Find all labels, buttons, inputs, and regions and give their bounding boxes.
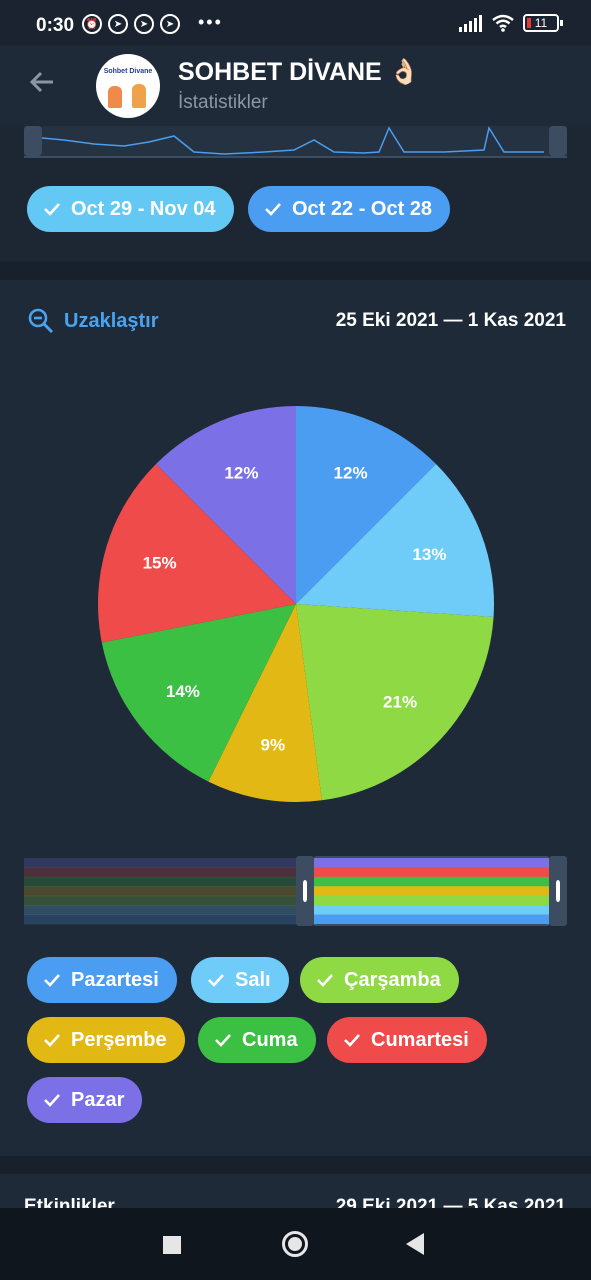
avatar-figure [108,86,122,108]
weekday-pie-chart[interactable]: 12% 13% 21% 9% 14% 15% 12% [96,404,496,804]
day-chip-label: Cumartesi [371,1028,469,1051]
telegram-icon: ➤ [160,14,180,34]
page-subtitle: İstatistikler [178,92,268,113]
status-right: 11 [459,14,563,32]
battery-icon: 11 [523,14,563,32]
day-chip-cumartesi[interactable]: Cumartesi [327,1017,487,1063]
avatar-figure [132,84,146,108]
avatar[interactable]: Sohbet Divane [96,54,160,118]
pie-slice-cumartesi[interactable] [97,463,296,643]
range-stripe-dimmed [24,886,304,897]
range-stripe [314,895,549,906]
range-stripe-dimmed [24,914,304,925]
pie-slice-percent-label: 15% [143,554,177,573]
week-chip-label: Oct 22 - Oct 28 [292,197,433,220]
pie-slice-percent-label: 9% [260,736,285,755]
day-chip-pazartesi[interactable]: Pazartesi [27,957,177,1003]
pie-slice-pazartesi[interactable] [296,406,437,604]
checkmark-icon [44,203,60,216]
pie-slice-percent-label: 13% [412,545,446,564]
pie-slice-percent-label: 21% [383,692,417,711]
checkmark-icon [344,1034,360,1047]
avatar-logo-text: Sohbet Divane [103,68,153,75]
day-chip-label: Pazartesi [71,968,159,991]
day-chip-cuma[interactable]: Cuma [198,1017,316,1063]
section-divider [0,262,591,280]
alarm-icon: ⏰ [82,14,102,34]
pie-slice-percent-label: 12% [224,463,258,482]
day-chip-label: Cuma [242,1028,298,1051]
day-chip-pazar[interactable]: Pazar [27,1077,143,1123]
system-nav-bar [0,1208,591,1280]
day-chip-label: Çarşamba [344,968,441,991]
day-chip-perşembe[interactable]: Perşembe [27,1017,185,1063]
day-chip-salı[interactable]: Salı [191,957,289,1003]
range-stripe-dimmed [24,858,304,868]
zoom-out-button[interactable]: Uzaklaştır [28,308,159,334]
week-chip[interactable]: Oct 29 - Nov 04 [27,186,234,232]
pie-slice-salı[interactable] [296,463,494,617]
page-title: SOHBET DİVANE 👌🏻 [178,58,420,86]
pie-slice-çarşamba[interactable] [296,604,494,801]
checkmark-icon [215,1034,231,1047]
status-bar: 0:30 ⏰ ➤ ➤ ➤ ••• 11 [0,0,591,46]
battery-level: 11 [534,16,548,30]
day-chip-label: Pazar [71,1088,125,1111]
day-chip-çarşamba[interactable]: Çarşamba [300,957,459,1003]
checkmark-icon [208,974,224,987]
checkmark-icon [44,974,60,987]
telegram-icon: ➤ [134,14,154,34]
checkmark-icon [44,1034,60,1047]
week-chip-label: Oct 29 - Nov 04 [71,197,216,220]
range-grip [303,880,307,902]
home-button[interactable] [282,1231,308,1257]
range-stripe-dimmed [24,905,304,916]
range-stripe [314,858,549,868]
range-stripe-dimmed [24,876,304,887]
pie-slice-pazar[interactable] [155,406,296,604]
range-stripe [314,905,549,916]
status-notification-icons: ⏰ ➤ ➤ ➤ [82,14,180,34]
pie-slice-percent-label: 14% [166,682,200,701]
range-frame-bottom [314,924,549,926]
checkmark-icon [265,203,281,216]
day-chip-label: Salı [235,968,271,991]
range-stripe-dimmed [24,867,304,878]
pie-slice-percent-label: 12% [334,463,368,482]
back-arrow-icon[interactable] [28,68,56,104]
signal-icon [459,15,482,32]
range-grip [556,880,560,902]
section-divider [0,1156,591,1174]
range-stripe [314,867,549,878]
recent-apps-button[interactable] [163,1236,181,1254]
pie-date-range: 25 Eki 2021 — 1 Kas 2021 [335,310,566,331]
previous-chart-preview[interactable] [24,126,567,158]
range-stripe [314,886,549,897]
checkmark-icon [317,974,333,987]
checkmark-icon [44,1094,60,1107]
wifi-icon [492,14,514,32]
pie-slice-perşembe[interactable] [208,604,322,802]
range-stripe [314,876,549,887]
range-frame-top [314,856,549,858]
next-card [0,1174,591,1214]
range-stripe [314,914,549,925]
pie-slice-cuma[interactable] [101,604,297,782]
range-selector[interactable] [24,856,567,926]
telegram-icon: ➤ [108,14,128,34]
zoom-out-icon [28,308,54,334]
back-button[interactable] [406,1233,424,1255]
more-notifications-icon: ••• [198,12,223,32]
chat-header: Sohbet Divane SOHBET DİVANE 👌🏻 İstatisti… [0,46,591,126]
zoom-out-label: Uzaklaştır [64,309,159,332]
week-chip[interactable]: Oct 22 - Oct 28 [248,186,451,232]
day-chip-label: Perşembe [71,1028,167,1051]
status-time: 0:30 [36,15,75,36]
range-stripe-dimmed [24,895,304,906]
